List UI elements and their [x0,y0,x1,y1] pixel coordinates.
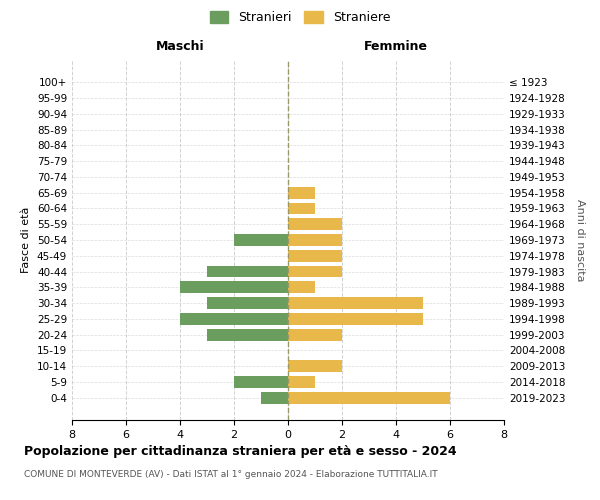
Text: Femmine: Femmine [364,40,428,53]
Bar [288,313,423,325]
Bar [234,234,288,246]
Text: Maschi: Maschi [155,40,205,53]
Bar [288,218,342,230]
Text: Popolazione per cittadinanza straniera per età e sesso - 2024: Popolazione per cittadinanza straniera p… [24,445,457,458]
Bar [288,250,342,262]
Legend: Stranieri, Straniere: Stranieri, Straniere [205,6,395,29]
Bar [288,360,342,372]
Bar [288,376,315,388]
Bar [288,234,342,246]
Y-axis label: Fasce di età: Fasce di età [22,207,31,273]
Bar [288,266,342,278]
Bar [288,202,315,214]
Bar [261,392,288,404]
Bar [288,187,315,198]
Bar [180,282,288,293]
Bar [207,266,288,278]
Bar [207,297,288,309]
Bar [288,297,423,309]
Bar [180,313,288,325]
Bar [288,328,342,340]
Bar [288,392,450,404]
Y-axis label: Anni di nascita: Anni di nascita [575,198,585,281]
Bar [288,282,315,293]
Bar [234,376,288,388]
Text: COMUNE DI MONTEVERDE (AV) - Dati ISTAT al 1° gennaio 2024 - Elaborazione TUTTITA: COMUNE DI MONTEVERDE (AV) - Dati ISTAT a… [24,470,437,479]
Bar [207,328,288,340]
